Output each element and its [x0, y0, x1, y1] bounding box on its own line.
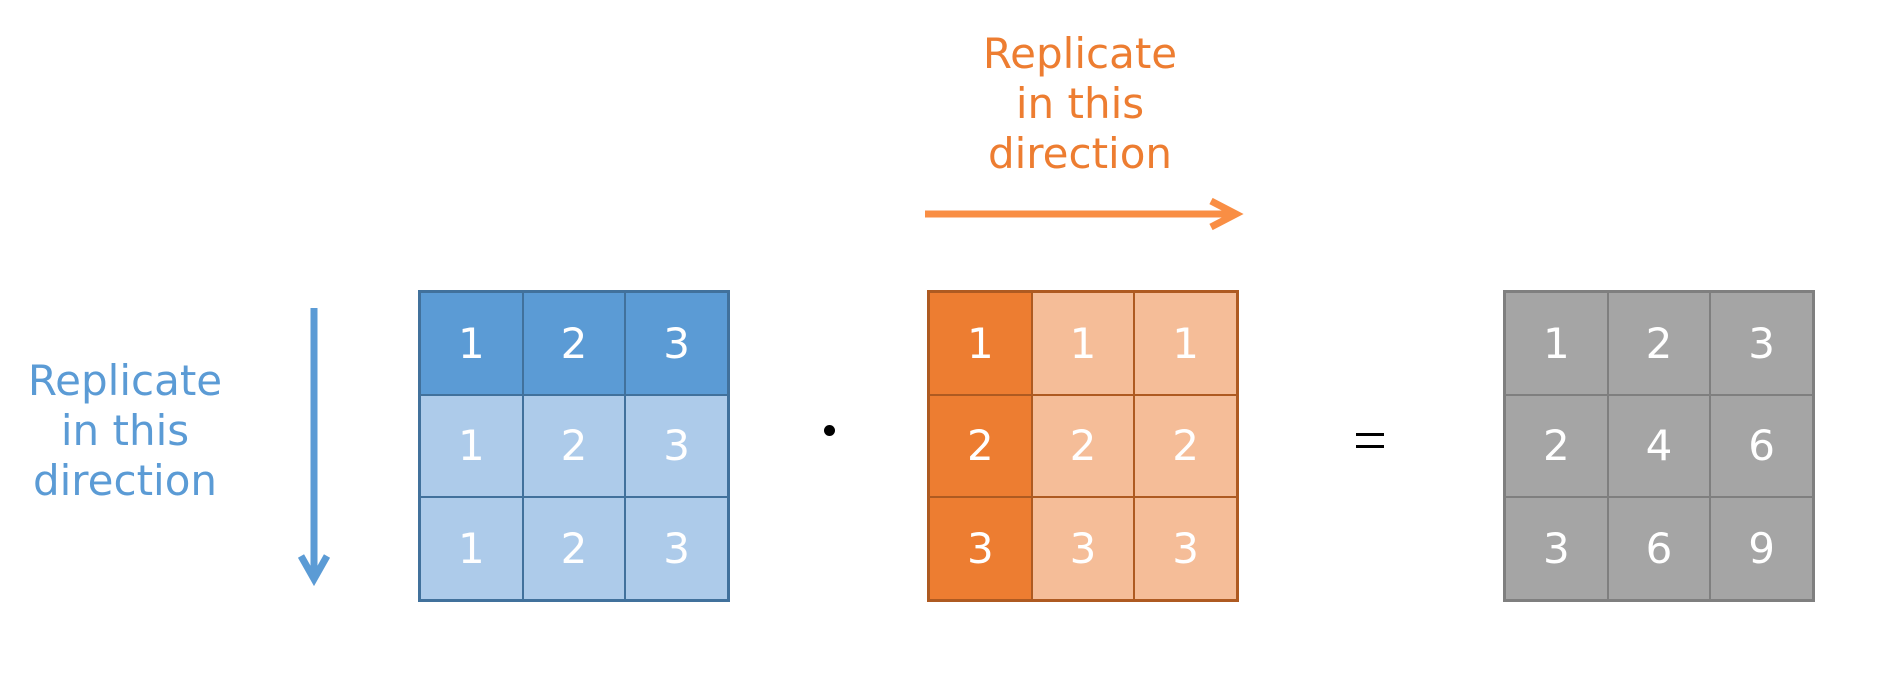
matrix-cell: 2 — [522, 497, 626, 600]
label-line: in this — [1015, 79, 1145, 128]
blue-replicate-label: Replicate in this direction — [10, 356, 240, 506]
matrix-cell: 1 — [1134, 292, 1237, 395]
matrix-cell: 1 — [420, 394, 523, 498]
matrix-cell: 1 — [420, 497, 523, 600]
matrix-cell: 3 — [1031, 497, 1135, 600]
matrix-b: 1 1 1 2 2 2 3 3 3 — [927, 290, 1239, 602]
down-arrow-icon — [297, 308, 331, 587]
matrix-cell: 3 — [1710, 292, 1813, 395]
matrix-cell: 2 — [1031, 394, 1135, 498]
matrix-cell: 3 — [929, 497, 1032, 600]
matrix-cell: 2 — [1607, 292, 1711, 395]
matrix-result: 1 2 3 2 4 6 3 6 9 — [1503, 290, 1815, 602]
matrix-cell: 2 — [1134, 394, 1237, 498]
matrix-cell: 3 — [625, 292, 728, 395]
matrix-cell: 1 — [1031, 292, 1135, 395]
matrix-cell: 2 — [522, 292, 626, 395]
matrix-cell: 6 — [1607, 497, 1711, 600]
matrix-cell: 3 — [625, 497, 728, 600]
matrix-cell: 2 — [929, 394, 1032, 498]
matrix-cell: 3 — [1134, 497, 1237, 600]
multiply-dot-operator — [819, 420, 839, 440]
label-line: Replicate — [982, 29, 1178, 78]
label-line: direction — [32, 456, 218, 505]
equals-operator — [1350, 420, 1390, 460]
matrix-cell: 4 — [1607, 394, 1711, 498]
label-line: Replicate — [27, 356, 223, 405]
matrix-a: 1 2 3 1 2 3 1 2 3 — [418, 290, 730, 602]
matrix-cell: 2 — [522, 394, 626, 498]
matrix-cell: 2 — [1505, 394, 1608, 498]
right-arrow-icon — [925, 197, 1244, 231]
matrix-cell: 1 — [929, 292, 1032, 395]
matrix-cell: 1 — [420, 292, 523, 395]
orange-replicate-label: Replicate in this direction — [950, 29, 1210, 179]
matrix-cell: 3 — [1505, 497, 1608, 600]
matrix-cell: 6 — [1710, 394, 1813, 498]
label-line: in this — [60, 406, 190, 455]
matrix-cell: 9 — [1710, 497, 1813, 600]
matrix-cell: 1 — [1505, 292, 1608, 395]
label-line: direction — [987, 129, 1173, 178]
matrix-cell: 3 — [625, 394, 728, 498]
